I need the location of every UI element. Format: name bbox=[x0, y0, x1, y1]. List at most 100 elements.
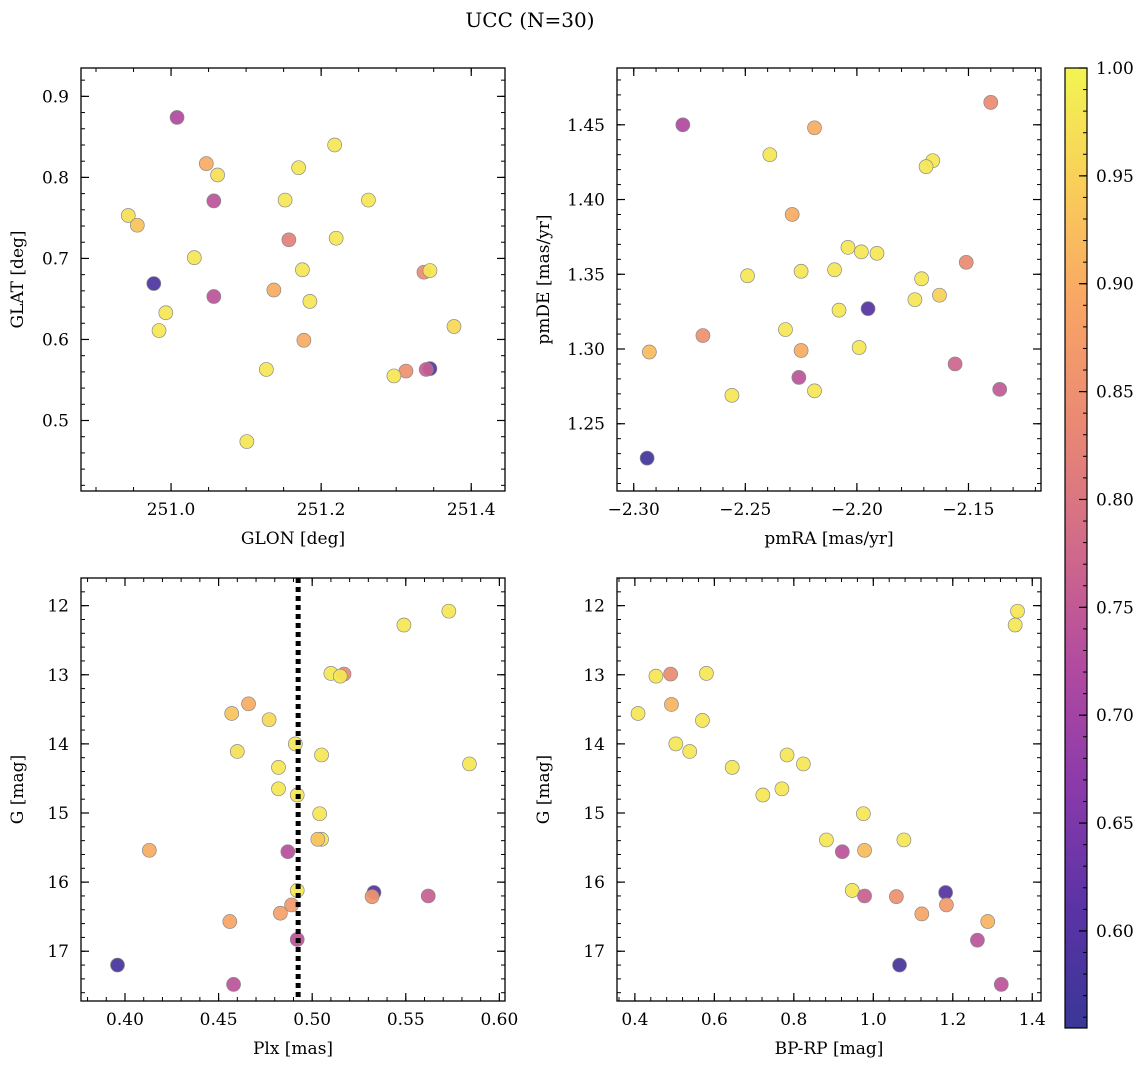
y-tick-label: 14 bbox=[583, 735, 605, 755]
data-point bbox=[774, 781, 790, 797]
data-point bbox=[158, 305, 174, 321]
scatter-points bbox=[639, 95, 1008, 466]
data-point bbox=[418, 362, 434, 377]
data-point bbox=[280, 844, 296, 860]
data-point bbox=[239, 434, 255, 449]
y-tick-label: 1.25 bbox=[567, 415, 605, 435]
colorbar-tick-label: 1.00 bbox=[1096, 59, 1134, 79]
data-point bbox=[869, 245, 885, 261]
data-point bbox=[302, 294, 318, 309]
data-point bbox=[793, 263, 809, 279]
data-point bbox=[807, 383, 822, 399]
x-tick-label: 0.60 bbox=[480, 1010, 518, 1030]
data-point bbox=[740, 268, 755, 284]
y-tick-label: 0.9 bbox=[42, 87, 69, 107]
x-tick-label: 0.50 bbox=[293, 1010, 331, 1030]
data-point bbox=[857, 842, 872, 858]
data-point bbox=[462, 756, 477, 772]
y-axis-label: pmDE [mas/yr] bbox=[534, 214, 554, 344]
data-point bbox=[889, 889, 904, 904]
data-point bbox=[784, 207, 800, 222]
data-point bbox=[699, 666, 714, 681]
axis-ticks: −2.30 −2.25 −2.20 −2.15 1.25 1.30 1.35 1.40 1.45 bbox=[567, 68, 1041, 520]
data-point bbox=[386, 368, 402, 384]
data-point bbox=[907, 292, 923, 308]
data-point bbox=[856, 806, 871, 822]
colorbar-gradient bbox=[1064, 67, 1088, 1029]
data-point bbox=[939, 897, 954, 913]
data-point bbox=[206, 193, 222, 209]
data-point bbox=[630, 706, 646, 721]
data-point bbox=[277, 192, 293, 208]
data-point bbox=[110, 957, 125, 973]
data-point bbox=[682, 744, 698, 759]
y-tick-label: 15 bbox=[583, 804, 605, 824]
x-axis-label: BP-RP [mag] bbox=[775, 1039, 884, 1059]
data-point bbox=[857, 888, 872, 904]
axes-frame bbox=[80, 67, 506, 492]
data-point bbox=[796, 756, 811, 772]
axis-ticks: 0.40 0.45 0.50 0.55 0.60 12 13 14 15 16 17 bbox=[47, 577, 518, 1030]
data-point bbox=[241, 696, 256, 712]
x-axis-label: GLON [deg] bbox=[241, 529, 345, 549]
colorbar-tick-label: 0.90 bbox=[1096, 275, 1134, 295]
data-point bbox=[141, 842, 157, 858]
y-tick-label: 16 bbox=[583, 873, 605, 893]
data-point bbox=[807, 120, 822, 136]
scatter-points bbox=[110, 603, 477, 992]
data-point bbox=[146, 276, 162, 291]
data-point bbox=[724, 387, 740, 403]
y-axis-label: G [mag] bbox=[534, 755, 554, 824]
x-tick-label: −2.30 bbox=[608, 500, 660, 520]
data-point bbox=[840, 240, 856, 255]
x-axis-label: Plx [mas] bbox=[253, 1039, 333, 1059]
data-point bbox=[273, 905, 288, 921]
data-point bbox=[422, 263, 438, 278]
y-tick-label: 13 bbox=[583, 666, 605, 686]
data-point bbox=[639, 450, 655, 466]
x-tick-label: 1.4 bbox=[1019, 1010, 1046, 1030]
data-point bbox=[327, 137, 342, 153]
x-tick-label: 0.45 bbox=[200, 1010, 238, 1030]
y-tick-label: 0.6 bbox=[42, 330, 69, 350]
data-point bbox=[129, 217, 145, 233]
y-tick-label: 1.40 bbox=[567, 191, 605, 211]
data-point bbox=[918, 159, 934, 175]
data-point bbox=[993, 977, 1009, 992]
data-point bbox=[695, 328, 711, 343]
data-point bbox=[229, 744, 245, 759]
colorbar-tick-label: 0.70 bbox=[1096, 706, 1134, 726]
data-point bbox=[364, 889, 380, 904]
colorbar: 0.60 0.65 0.70 0.75 0.80 0.85 0.90 0.95 1.00 bbox=[1064, 59, 1134, 1029]
x-tick-label: 0.6 bbox=[701, 1010, 728, 1030]
data-point bbox=[1010, 603, 1025, 619]
y-tick-label: 1.30 bbox=[567, 340, 605, 360]
data-point bbox=[198, 156, 214, 171]
colorbar-tick-label: 0.75 bbox=[1096, 598, 1134, 618]
scatter-points bbox=[120, 110, 462, 449]
axis-ticks: 251.0 251.2 251.4 0.5 0.6 0.7 0.8 0.9 bbox=[42, 68, 505, 520]
scatter-points bbox=[630, 603, 1025, 992]
data-point bbox=[295, 262, 310, 278]
y-tick-label: 0.7 bbox=[42, 249, 69, 269]
y-tick-label: 13 bbox=[47, 666, 69, 686]
x-tick-label: 251.0 bbox=[147, 500, 196, 520]
data-point bbox=[266, 282, 282, 298]
data-point bbox=[648, 668, 664, 684]
data-point bbox=[271, 760, 286, 775]
data-point bbox=[120, 208, 136, 223]
data-point bbox=[291, 160, 306, 176]
data-point bbox=[831, 302, 847, 318]
data-point bbox=[793, 343, 809, 358]
data-point bbox=[675, 117, 691, 133]
data-point bbox=[970, 932, 985, 948]
colorbar-tick-label: 0.60 bbox=[1096, 922, 1134, 942]
data-point bbox=[151, 323, 167, 338]
data-point bbox=[663, 666, 678, 682]
colorbar-ticks: 0.60 0.65 0.70 0.75 0.80 0.85 0.90 0.95 1.00 bbox=[1079, 59, 1134, 1018]
data-point bbox=[210, 167, 225, 183]
data-point bbox=[281, 232, 297, 248]
y-tick-label: 1.45 bbox=[567, 116, 605, 136]
y-tick-label: 0.5 bbox=[42, 412, 69, 432]
data-point bbox=[668, 736, 684, 752]
